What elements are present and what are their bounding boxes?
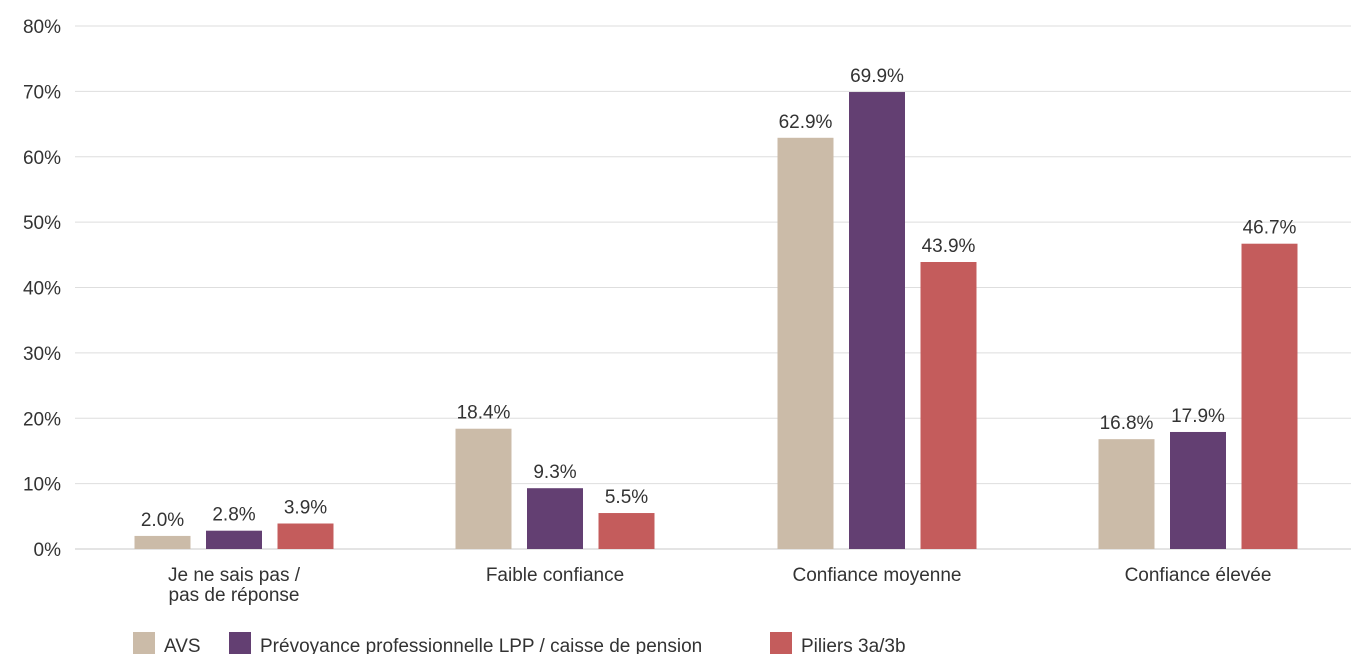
category-label-line: Confiance élevée — [1125, 565, 1272, 586]
category-label-line: pas de réponse — [169, 585, 300, 606]
category-label-line: Je ne sais pas / — [168, 565, 301, 586]
category-label: Confiance moyenne — [793, 565, 962, 586]
legend-swatch — [133, 632, 155, 654]
data-labels: 2.0% 18.4% 62.9% 16.8% 2.8% 9.3% 69.9% 17.9% 3.9… — [141, 66, 1297, 531]
category-label: Faible confiance — [486, 565, 624, 586]
legend-swatch — [770, 632, 792, 654]
bars — [134, 92, 1298, 550]
data-label: 18.4% — [457, 403, 511, 424]
legend: AVS Prévoyance professionnelle LPP / cais… — [133, 632, 906, 654]
category-label: Confiance élevée — [1125, 565, 1272, 586]
legend-item: AVS — [133, 632, 201, 654]
bar — [455, 428, 512, 549]
data-label: 69.9% — [850, 66, 904, 87]
y-tick-label: 40% — [23, 279, 61, 300]
bar — [849, 92, 905, 549]
legend-swatch — [229, 632, 251, 654]
y-tick-label: 0% — [34, 540, 62, 561]
legend-label: AVS — [164, 636, 201, 654]
legend-label: Prévoyance professionnelle LPP / caisse … — [260, 636, 702, 654]
data-label: 3.9% — [284, 498, 327, 519]
data-label: 62.9% — [779, 112, 833, 133]
y-tick-label: 80% — [23, 17, 61, 38]
legend-item: Prévoyance professionnelle LPP / caisse … — [229, 632, 702, 654]
y-tick-label: 30% — [23, 344, 61, 365]
y-tick-label: 70% — [23, 82, 61, 103]
y-tick-label: 50% — [23, 213, 61, 234]
bar — [598, 513, 655, 549]
category-label: Je ne sais pas / pas de réponse — [168, 565, 301, 606]
x-axis-categories: Je ne sais pas / pas de réponse Faible con… — [168, 565, 1271, 606]
data-label: 17.9% — [1171, 406, 1225, 427]
bar — [1098, 439, 1155, 549]
legend-label: Piliers 3a/3b — [801, 636, 906, 654]
data-label: 9.3% — [533, 462, 576, 483]
y-axis-ticks: 0% 10% 20% 30% 40% 50% 60% 70% 80% — [23, 17, 61, 561]
data-label: 2.0% — [141, 510, 184, 531]
gridlines — [75, 25, 1351, 550]
y-tick-label: 60% — [23, 148, 61, 169]
bar — [206, 530, 262, 549]
data-label: 43.9% — [922, 236, 976, 257]
data-label: 46.7% — [1243, 218, 1297, 239]
bar — [527, 488, 583, 549]
data-label: 5.5% — [605, 487, 648, 508]
y-tick-label: 10% — [23, 475, 61, 496]
bar — [277, 523, 334, 549]
bar — [920, 262, 977, 549]
bar — [1170, 431, 1226, 549]
bar — [134, 535, 191, 549]
data-label: 2.8% — [212, 505, 255, 526]
bar — [777, 137, 834, 549]
bar — [1241, 243, 1298, 550]
data-label: 16.8% — [1100, 413, 1154, 434]
category-label-line: Faible confiance — [486, 565, 624, 586]
y-tick-label: 20% — [23, 409, 61, 430]
category-label-line: Confiance moyenne — [793, 565, 962, 586]
legend-item: Piliers 3a/3b — [770, 632, 906, 654]
